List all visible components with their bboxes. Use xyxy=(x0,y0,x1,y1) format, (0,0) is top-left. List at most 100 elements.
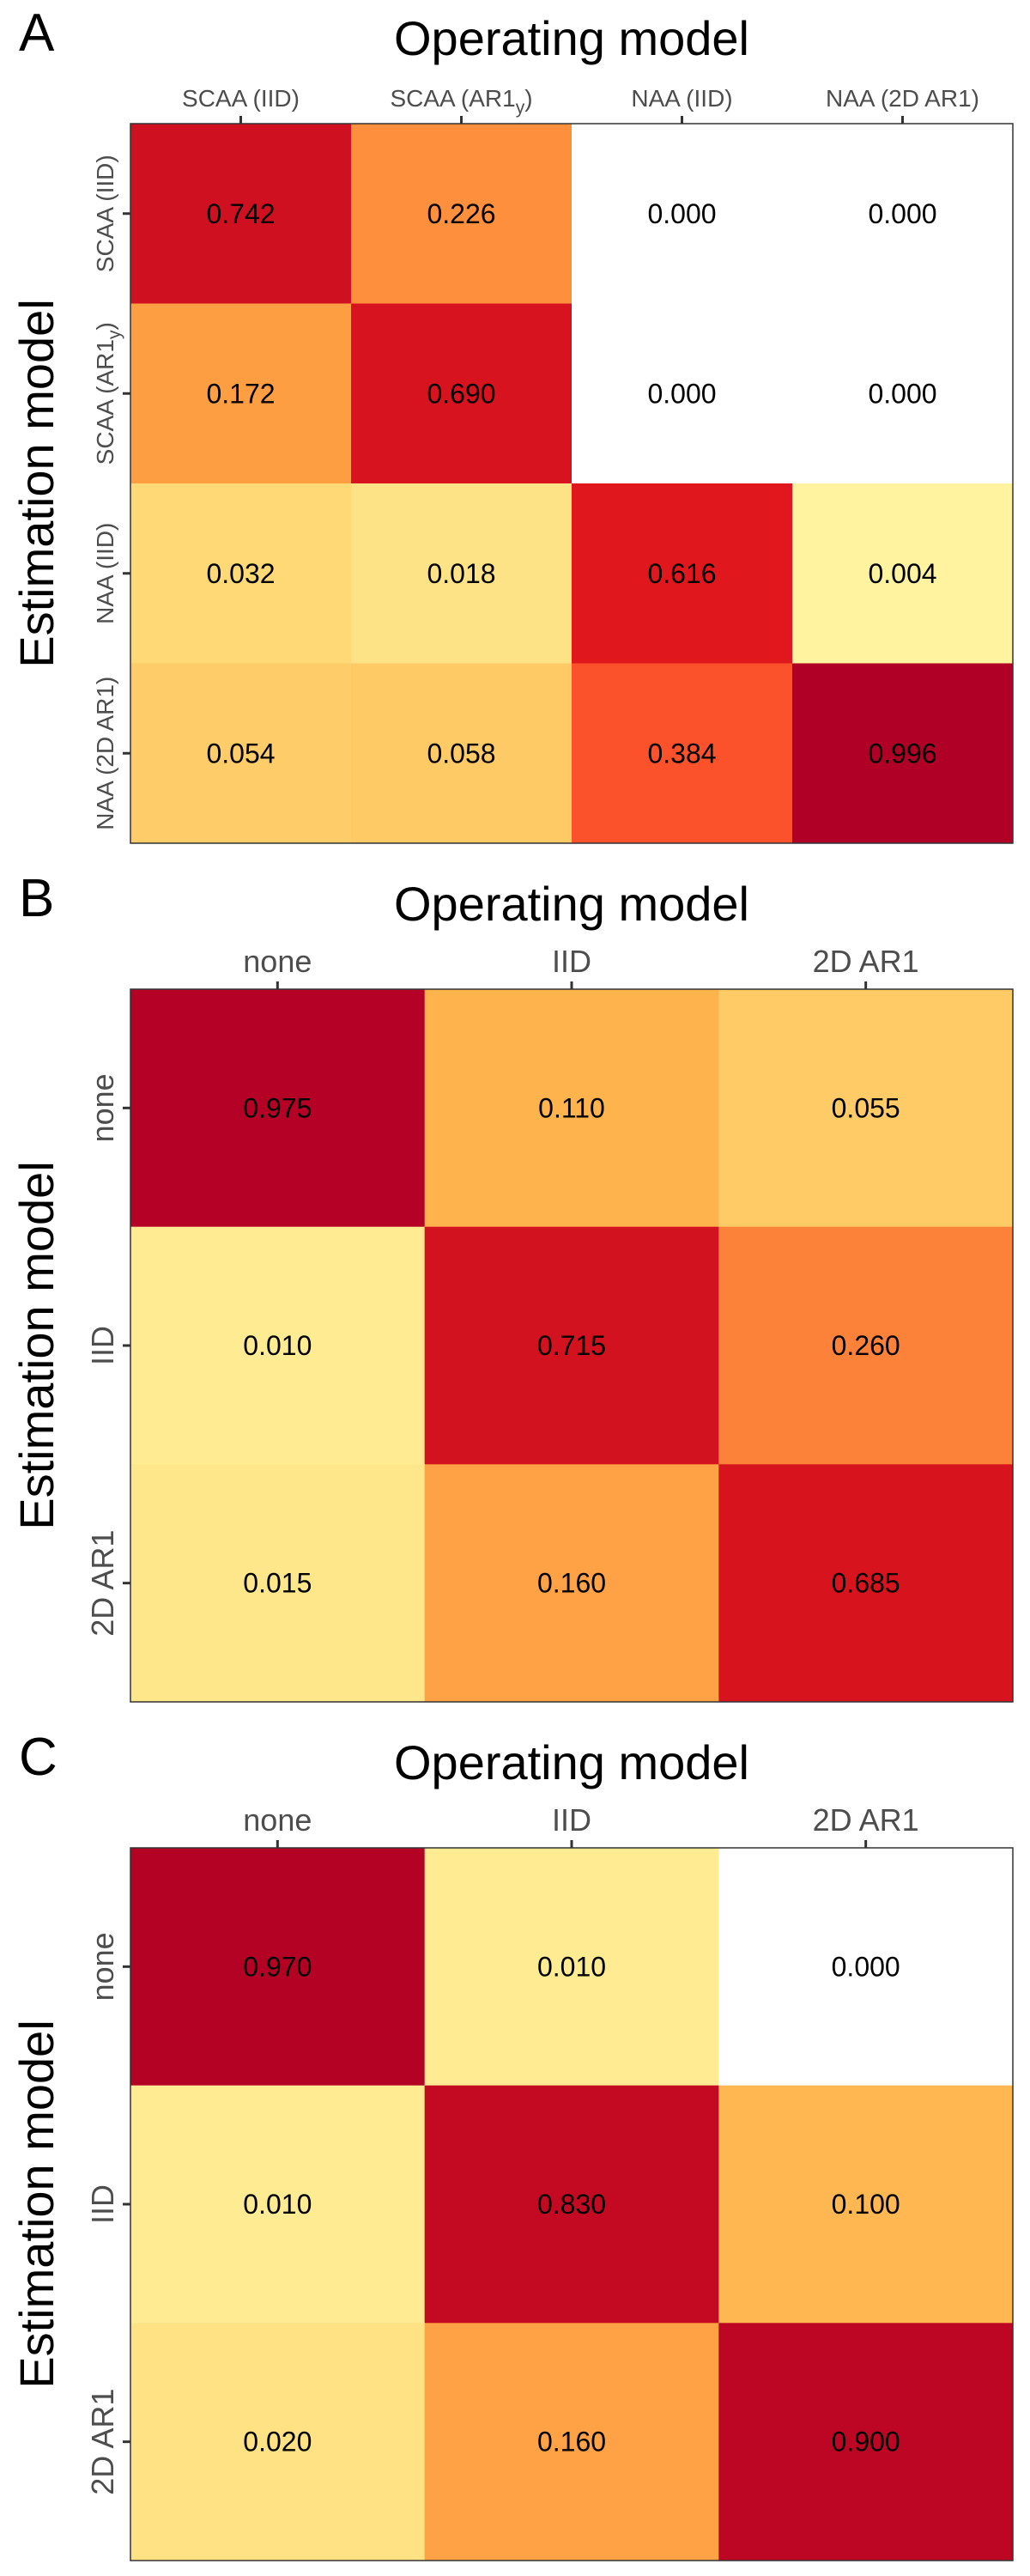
heatmap-cell xyxy=(351,483,573,664)
heatmap-cell xyxy=(718,2085,1014,2324)
heatmap-cell xyxy=(572,124,793,304)
heatmap-cell xyxy=(424,1848,719,2087)
cell-value-label: 0.260 xyxy=(832,1330,900,1361)
heatmap-cell xyxy=(130,1848,426,2087)
heatmap-cell xyxy=(424,2085,719,2324)
y-tick-label: IID xyxy=(85,2184,120,2224)
cell-value-label: 0.100 xyxy=(832,2189,900,2220)
heatmap-cell xyxy=(572,483,793,664)
cell-value-label: 0.055 xyxy=(832,1092,900,1123)
y-tick-label: none xyxy=(85,1932,120,2001)
y-tick-label: none xyxy=(85,1073,120,1142)
x-tick-label: none xyxy=(243,944,312,979)
cell-value-label: 0.384 xyxy=(647,738,716,769)
heatmap-cell xyxy=(572,663,793,844)
panel-c: C Operating model Estimation model 0.970 0.0… xyxy=(9,1728,1014,2561)
y-tick-label: NAA (2D AR1) xyxy=(92,677,118,830)
x-tick-label: 2D AR1 xyxy=(813,944,919,979)
cell-value-label: 0.172 xyxy=(206,378,275,409)
y-tick-label: SCAA (IID) xyxy=(92,155,118,272)
cell-value-label: 0.000 xyxy=(647,378,716,409)
cell-value-label: 0.685 xyxy=(832,1568,900,1599)
y-tick-label: 2D AR1 xyxy=(85,1530,120,1637)
cell-value-label: 0.970 xyxy=(243,1951,312,1982)
y-tick-label: IID xyxy=(85,1326,120,1365)
cell-value-label: 0.690 xyxy=(427,378,495,409)
heatmap-cell xyxy=(130,2323,426,2561)
y-axis-title: Estimation model xyxy=(9,1161,64,1530)
y-axis-title: Estimation model xyxy=(9,2020,64,2389)
heatmap-cell xyxy=(718,1464,1014,1703)
heatmap-cell xyxy=(351,124,573,304)
cell-value-label: 0.015 xyxy=(243,1568,312,1599)
x-tick-label: NAA (2D AR1) xyxy=(826,85,979,112)
cell-value-label: 0.900 xyxy=(832,2427,900,2458)
heatmap-cell xyxy=(351,663,573,844)
heatmap-cell xyxy=(792,663,1014,844)
cell-value-label: 0.010 xyxy=(243,1330,312,1361)
cell-value-label: 0.000 xyxy=(868,378,936,409)
cell-value-label: 0.020 xyxy=(243,2427,312,2458)
panel-letter: C xyxy=(19,1728,58,1787)
cell-value-label: 0.616 xyxy=(647,558,716,589)
x-tick-label: none xyxy=(243,1802,312,1838)
heatmap-cell xyxy=(718,1226,1014,1465)
heatmap-cell xyxy=(424,989,719,1228)
heatmap-cell xyxy=(792,124,1014,304)
heatmap-cell xyxy=(130,1226,426,1465)
cell-value-label: 0.010 xyxy=(243,2189,312,2220)
cell-value-label: 0.830 xyxy=(537,2189,606,2220)
x-axis-title: Operating model xyxy=(394,877,749,931)
cell-value-label: 0.010 xyxy=(537,1951,606,1982)
x-tick-label: IID xyxy=(552,944,591,979)
heatmap-cell xyxy=(424,1464,719,1703)
x-axis-title: Operating model xyxy=(394,11,749,65)
cell-value-label: 0.160 xyxy=(537,1568,606,1599)
panel-a: A Operating model Estimation model 0.742 0.2… xyxy=(9,3,1014,844)
heatmap-cell xyxy=(572,303,793,484)
heatmap-cell xyxy=(130,1464,426,1703)
cell-value-label: 0.742 xyxy=(206,198,275,229)
x-tick-label: IID xyxy=(552,1802,591,1838)
cell-value-label: 0.160 xyxy=(537,2427,606,2458)
cell-value-label: 0.996 xyxy=(868,738,936,769)
heatmap-cell xyxy=(792,303,1014,484)
panel-letter: B xyxy=(19,869,54,928)
heatmap-cell xyxy=(718,989,1014,1228)
heatmap-cell xyxy=(130,663,352,844)
cell-value-label: 0.058 xyxy=(427,738,495,769)
x-tick-label: SCAA (IID) xyxy=(182,85,300,112)
y-tick-label: SCAA (AR1y) xyxy=(92,322,124,465)
panel-letter: A xyxy=(19,3,55,63)
cell-value-label: 0.018 xyxy=(427,558,495,589)
cell-value-label: 0.004 xyxy=(868,558,936,589)
x-tick-label: SCAA (AR1y) xyxy=(390,85,532,118)
panel-b: B Operating model Estimation model 0.975 0.1… xyxy=(9,869,1014,1703)
heatmap-cell xyxy=(130,303,352,484)
x-tick-label: 2D AR1 xyxy=(813,1802,919,1838)
panel-border xyxy=(130,123,1014,844)
heatmap-cell xyxy=(130,989,426,1228)
y-tick-label: NAA (IID) xyxy=(92,523,118,624)
cell-value-label: 0.032 xyxy=(206,558,275,589)
heatmap-cell xyxy=(424,2323,719,2561)
cell-value-label: 0.110 xyxy=(538,1092,605,1123)
heatmap-cell xyxy=(718,2323,1014,2561)
x-axis-title: Operating model xyxy=(394,1735,749,1789)
y-axis-title: Estimation model xyxy=(9,299,64,668)
heatmap-cell xyxy=(792,483,1014,664)
heatmap-cell xyxy=(130,124,352,304)
cell-value-label: 0.054 xyxy=(206,738,275,769)
cell-value-label: 0.226 xyxy=(427,198,495,229)
cell-value-label: 0.000 xyxy=(868,198,936,229)
y-tick-label: 2D AR1 xyxy=(85,2389,120,2495)
heatmap-cell xyxy=(130,2085,426,2324)
cell-value-label: 0.000 xyxy=(647,198,716,229)
heatmap-cell xyxy=(718,1848,1014,2087)
heatmap-cell xyxy=(130,483,352,664)
x-tick-label: NAA (IID) xyxy=(631,85,732,112)
cell-value-label: 0.000 xyxy=(832,1951,900,1982)
heatmap-cell xyxy=(424,1226,719,1465)
heatmap-cell xyxy=(351,303,573,484)
